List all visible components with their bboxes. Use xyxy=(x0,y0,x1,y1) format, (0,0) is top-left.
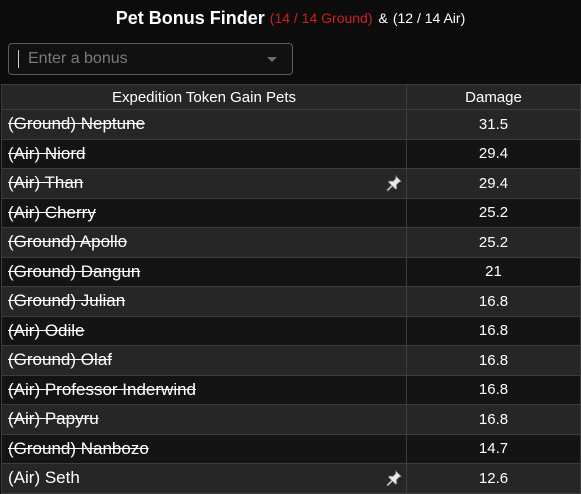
pet-name-cell[interactable]: (Ground) Dangun xyxy=(1,256,407,287)
table-row[interactable]: (Air) Professor Inderwind 16.8 xyxy=(1,374,581,405)
damage-cell: 16.8 xyxy=(406,345,581,376)
damage-cell: 25.2 xyxy=(406,197,581,228)
damage-cell: 21 xyxy=(406,256,581,287)
damage-cell: 16.8 xyxy=(406,286,581,317)
pet-name-cell[interactable]: (Ground) Nanbozo xyxy=(1,433,407,464)
damage-cell: 12.6 xyxy=(406,463,581,494)
pet-name: (Air) Niord xyxy=(8,143,86,163)
table-row[interactable]: (Air) Seth 12.6 xyxy=(1,463,581,494)
pet-name-cell[interactable]: (Air) Papyru xyxy=(1,404,407,435)
pet-name: (Ground) Dangun xyxy=(8,261,141,281)
column-header-pets[interactable]: Expedition Token Gain Pets xyxy=(1,84,407,110)
pet-name-cell[interactable]: (Ground) Julian xyxy=(1,286,407,317)
pet-name-cell[interactable]: (Air) Seth xyxy=(1,463,407,494)
damage-cell: 29.4 xyxy=(406,168,581,199)
column-header-damage[interactable]: Damage xyxy=(406,84,581,110)
pet-name-cell[interactable]: (Ground) Neptune xyxy=(1,109,407,140)
pet-name-cell[interactable]: (Ground) Apollo xyxy=(1,227,407,258)
pet-table: Expedition Token Gain Pets Damage (Groun… xyxy=(1,84,581,494)
pet-name: (Air) Than xyxy=(8,173,84,193)
pet-name: (Ground) Apollo xyxy=(8,232,128,252)
bonus-select[interactable] xyxy=(8,43,293,75)
pet-name: (Air) Cherry xyxy=(8,202,96,222)
page-title: Pet Bonus Finder xyxy=(115,7,265,28)
table-row[interactable]: (Air) Cherry 25.2 xyxy=(1,197,581,228)
pet-name: (Ground) Nanbozo xyxy=(8,438,149,458)
damage-cell: 14.7 xyxy=(406,433,581,464)
table-header-row: Expedition Token Gain Pets Damage xyxy=(1,84,581,110)
pin-icon[interactable] xyxy=(384,173,404,193)
page-header: Pet Bonus Finder (14 / 14 Ground) & (12 … xyxy=(0,0,581,36)
table-row[interactable]: (Ground) Apollo 25.2 xyxy=(1,227,581,258)
damage-cell: 16.8 xyxy=(406,404,581,435)
pin-icon[interactable] xyxy=(384,468,404,488)
air-count: (12 / 14 Air) xyxy=(392,10,466,26)
table-row[interactable]: (Ground) Nanbozo 14.7 xyxy=(1,433,581,464)
pet-name: (Air) Papyru xyxy=(8,409,99,429)
pet-name: (Air) Professor Inderwind xyxy=(8,379,197,399)
table-row[interactable]: (Ground) Julian 16.8 xyxy=(1,286,581,317)
pet-name-cell[interactable]: (Air) Than xyxy=(1,168,407,199)
pet-name: (Air) Odile xyxy=(8,320,85,340)
table-row[interactable]: (Ground) Neptune 31.5 xyxy=(1,109,581,140)
ampersand: & xyxy=(378,10,388,26)
damage-cell: 31.5 xyxy=(406,109,581,140)
pet-name: (Ground) Neptune xyxy=(8,114,146,134)
pet-name: (Ground) Julian xyxy=(8,291,126,311)
pet-table-body: (Ground) Neptune 31.5 (Air) Niord 29.4 (Air)… xyxy=(1,109,581,494)
table-row[interactable]: (Air) Niord 29.4 xyxy=(1,138,581,169)
pet-name-cell[interactable]: (Air) Niord xyxy=(1,138,407,169)
bonus-search-input[interactable] xyxy=(18,50,259,68)
table-row[interactable]: (Air) Than 29.4 xyxy=(1,168,581,199)
table-row[interactable]: (Air) Odile 16.8 xyxy=(1,315,581,346)
pet-name-cell[interactable]: (Ground) Olaf xyxy=(1,345,407,376)
ground-count: (14 / 14 Ground) xyxy=(269,10,373,26)
damage-cell: 25.2 xyxy=(406,227,581,258)
damage-cell: 16.8 xyxy=(406,315,581,346)
pet-name-cell[interactable]: (Air) Cherry xyxy=(1,197,407,228)
damage-cell: 29.4 xyxy=(406,138,581,169)
pet-name: (Ground) Olaf xyxy=(8,350,112,370)
pet-name-cell[interactable]: (Air) Professor Inderwind xyxy=(1,374,407,405)
pet-name-cell[interactable]: (Air) Odile xyxy=(1,315,407,346)
table-row[interactable]: (Ground) Dangun 21 xyxy=(1,256,581,287)
damage-cell: 16.8 xyxy=(406,374,581,405)
chevron-down-icon[interactable] xyxy=(267,56,277,62)
table-row[interactable]: (Air) Papyru 16.8 xyxy=(1,404,581,435)
pet-name: (Air) Seth xyxy=(8,468,80,488)
table-row[interactable]: (Ground) Olaf 16.8 xyxy=(1,345,581,376)
